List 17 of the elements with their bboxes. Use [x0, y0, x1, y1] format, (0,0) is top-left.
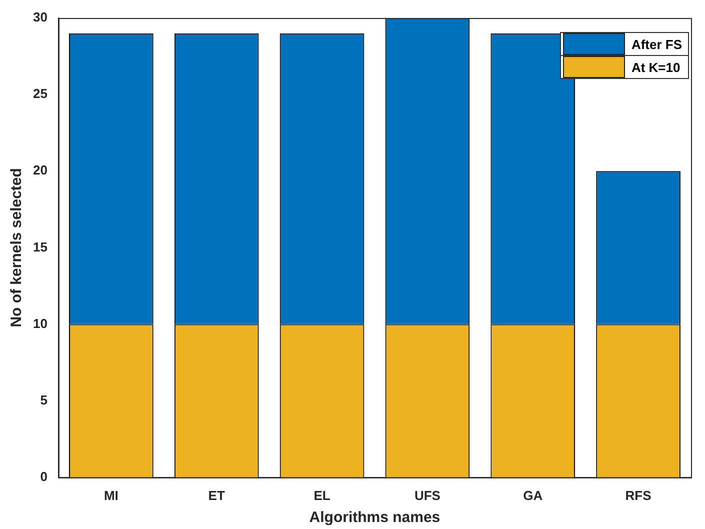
y-tick-label: 15 [32, 239, 48, 254]
x-tick-label: UFS [414, 488, 441, 503]
x-tick-label: EL [314, 488, 330, 503]
x-axis-title: Algorithms names [309, 509, 440, 526]
y-tick-label: 25 [32, 86, 48, 102]
y-tick-label: 10 [32, 316, 48, 331]
x-tick-label: RFS [625, 488, 652, 503]
x-tick-label: MI [104, 488, 118, 503]
y-tick-label: 0 [40, 468, 48, 484]
x-tick-label: ET [208, 488, 225, 503]
y-tick-label: 20 [32, 162, 48, 178]
legend-label: At K=10 [631, 60, 680, 74]
y-tick-label: 5 [40, 392, 48, 408]
x-tick-label: GA [523, 488, 544, 503]
text: After FS [631, 36, 682, 52]
y-tick-label: 30 [32, 10, 48, 25]
y-axis-title: No of kernels selected [8, 168, 26, 328]
